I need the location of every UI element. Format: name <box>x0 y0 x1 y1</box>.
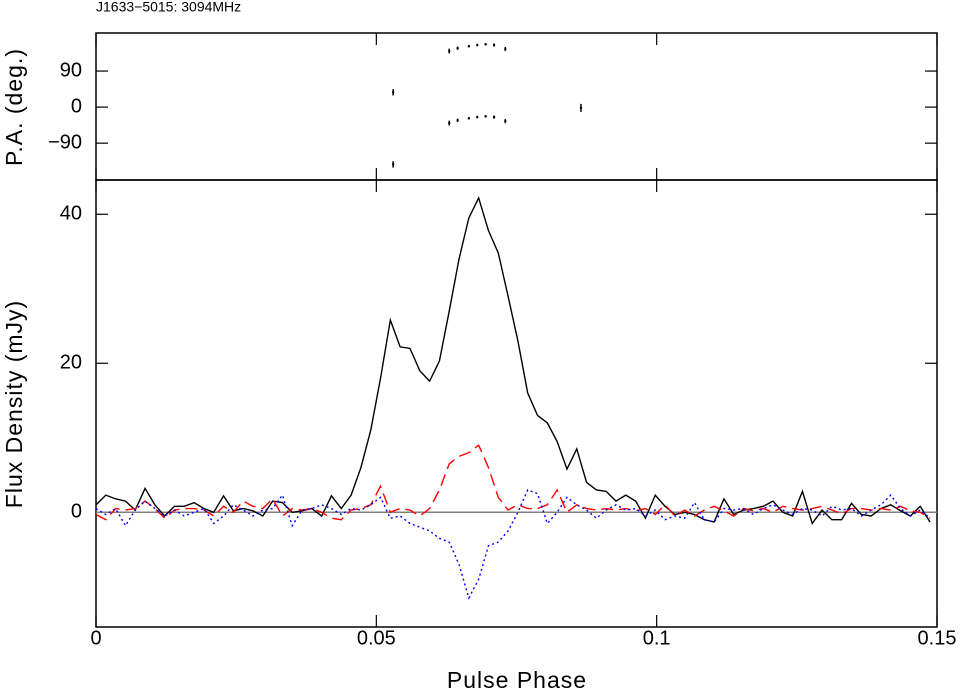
pa-point <box>467 117 471 120</box>
x-tick-label: 0.05 <box>357 627 396 649</box>
y-tick-label: −90 <box>48 131 82 153</box>
pa-point <box>391 91 395 94</box>
profile-line <box>95 489 931 600</box>
pa-point <box>492 43 496 47</box>
y-tick-label: 40 <box>60 203 82 225</box>
pa-point <box>484 115 487 118</box>
x-tick-label: 0 <box>90 627 101 649</box>
y-tick-label: 0 <box>71 501 82 523</box>
y-tick-label: 0 <box>71 95 82 117</box>
x-tick-label: 0.15 <box>918 627 957 649</box>
y-tick-label: 90 <box>60 59 82 81</box>
pa-point <box>448 49 451 53</box>
pa-point <box>492 115 496 119</box>
x-axis-label: Pulse Phase <box>447 667 587 693</box>
pa-point <box>579 106 583 110</box>
pa-point <box>504 119 507 123</box>
profile-line <box>95 444 931 521</box>
y-tick-label: 20 <box>60 352 82 374</box>
pa-point <box>504 47 507 51</box>
pa-point <box>391 163 395 166</box>
pa-point <box>456 47 459 50</box>
pa-point <box>467 45 471 48</box>
y-axis-label: P.A. (deg.) <box>1 48 27 166</box>
chart-title: J1633−5015: 3094MHz <box>96 0 241 15</box>
pa-point <box>476 43 479 47</box>
pa-point <box>456 119 459 122</box>
plot-frame <box>95 32 938 181</box>
x-tick-label: 0.1 <box>643 627 671 649</box>
profile-line <box>95 195 931 525</box>
pa-point <box>448 121 451 125</box>
y-axis-label: Flux Density (mJy) <box>1 300 27 508</box>
pa-point <box>484 43 487 46</box>
plot-frame <box>95 179 938 628</box>
pa-point <box>476 115 479 119</box>
